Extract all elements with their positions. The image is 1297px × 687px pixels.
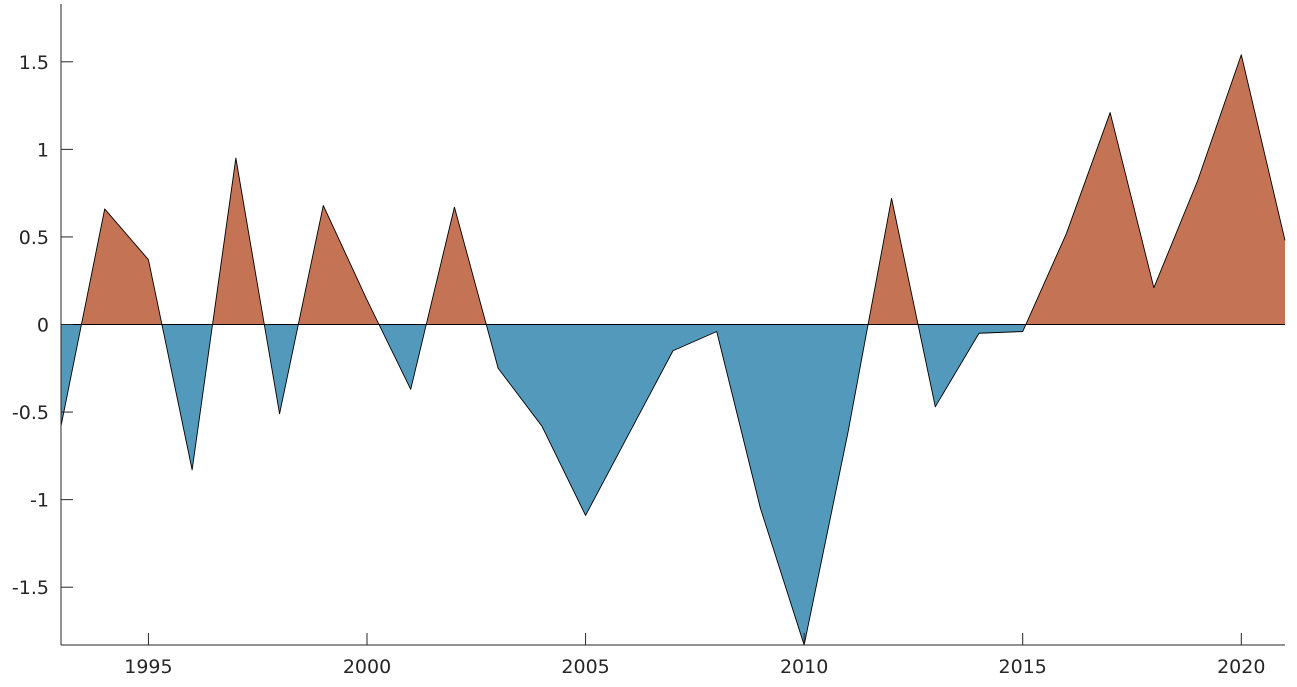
positive-area-1 <box>81 208 162 325</box>
y-axis-ticks: -1.5 -1 -0.5 0 0.5 1 1.5 <box>12 52 73 599</box>
x-tick-label: 2010 <box>780 656 828 678</box>
negative-area-4 <box>264 324 299 414</box>
y-tick-label: 0 <box>37 315 49 337</box>
y-tick-label: 1 <box>37 139 49 161</box>
positive-area-9 <box>868 198 919 325</box>
negative-area-6 <box>379 324 427 390</box>
y-tick-label: -0.5 <box>12 402 49 424</box>
outline-layer <box>60 54 1286 646</box>
negative-area-10 <box>918 324 1026 407</box>
y-tick-label: -1 <box>30 490 49 512</box>
positive-area-3 <box>212 158 265 325</box>
x-axis-ticks: 1995 2000 2005 2010 2015 2020 <box>124 633 1265 678</box>
x-tick-label: 2020 <box>1217 656 1265 678</box>
y-tick-label: 1.5 <box>19 52 49 74</box>
x-tick-label: 1995 <box>124 656 172 678</box>
positive-area-5 <box>298 205 379 325</box>
x-tick-label: 2000 <box>343 656 391 678</box>
negative-area-8 <box>486 324 869 645</box>
y-tick-label: 0.5 <box>19 227 49 249</box>
series-outline <box>60 54 1286 646</box>
x-tick-label: 2015 <box>999 656 1047 678</box>
positive-area-7 <box>426 207 487 325</box>
y-tick-label: -1.5 <box>12 577 49 599</box>
x-tick-label: 2005 <box>561 656 609 678</box>
negative-area-2 <box>161 324 213 470</box>
positive-area-11 <box>1025 54 1285 325</box>
area-fills <box>61 54 1285 645</box>
